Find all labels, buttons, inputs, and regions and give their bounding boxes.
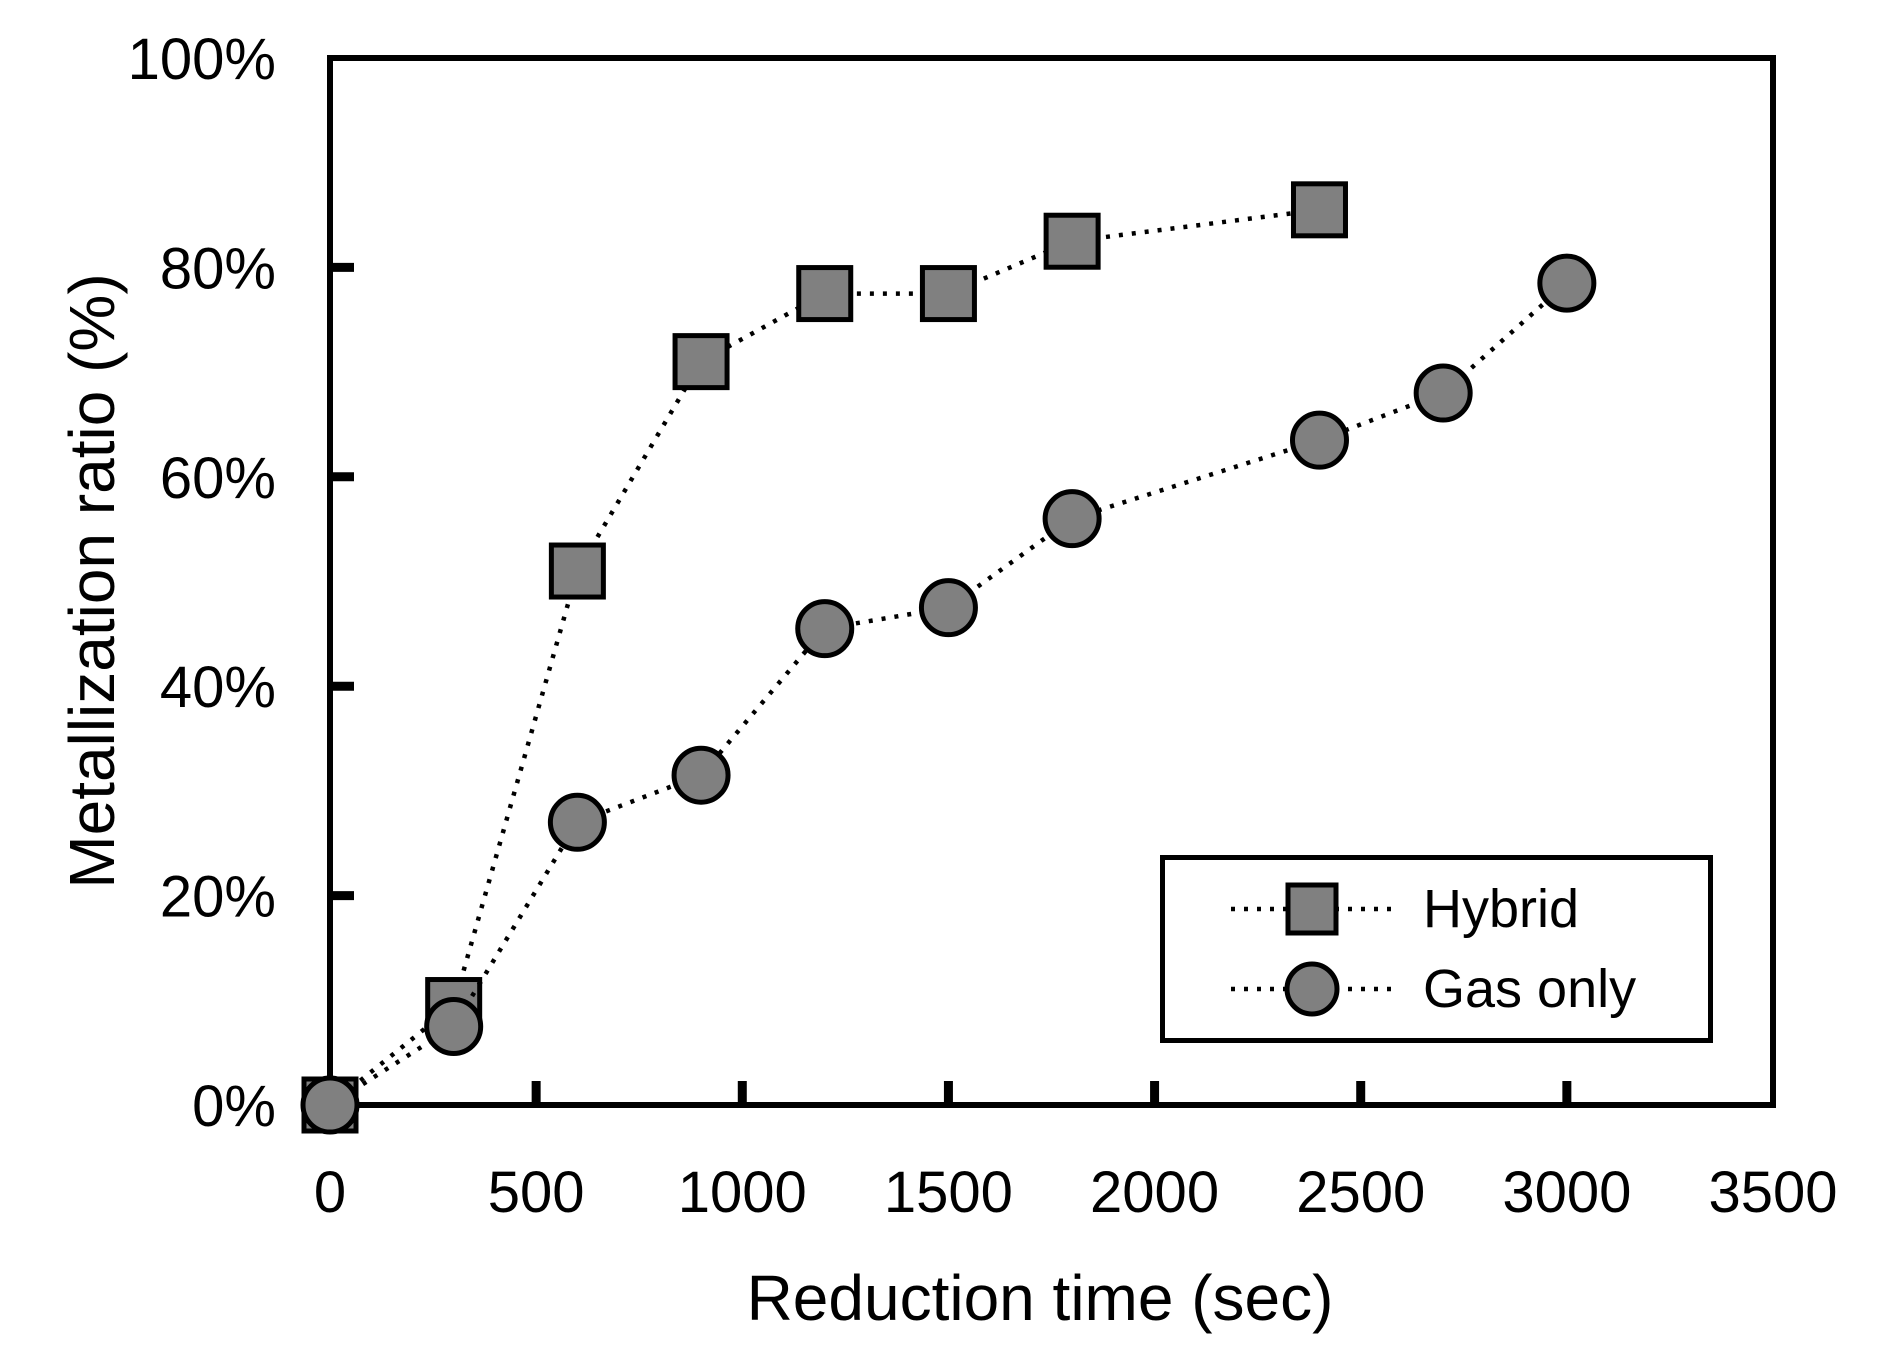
x-tick-label: 2000	[1090, 1160, 1219, 1225]
data-point-circle-gas-only	[795, 599, 855, 659]
y-tick-label: 60%	[160, 446, 276, 511]
legend-item-hybrid: Hybrid	[1227, 877, 1708, 941]
data-point-circle-gas-only	[1413, 363, 1473, 423]
plot-border	[327, 55, 1776, 1108]
y-tick-label: 0%	[192, 1074, 276, 1139]
data-point-square-hybrid	[796, 265, 854, 323]
y-tick-label: 20%	[160, 865, 276, 930]
data-point-square-hybrid	[1043, 212, 1101, 270]
gas-only-circle-marker-icon	[1231, 961, 1393, 1017]
legend-label-hybrid: Hybrid	[1423, 878, 1580, 939]
hybrid-square-marker-icon	[1231, 882, 1393, 936]
data-point-circle-gas-only	[1042, 489, 1102, 549]
x-axis-title: Reduction time (sec)	[746, 1262, 1334, 1334]
data-point-circle-gas-only	[1289, 410, 1349, 470]
legend-circle-marker	[1284, 961, 1340, 1017]
legend-square-marker	[1285, 882, 1339, 936]
data-point-circle-gas-only	[547, 792, 607, 852]
x-tick-label: 1000	[678, 1160, 807, 1225]
data-point-circle-gas-only	[671, 745, 731, 805]
data-point-square-hybrid	[919, 265, 977, 323]
legend-item-gas-only: Gas only	[1227, 957, 1708, 1021]
data-point-circle-gas-only	[1537, 253, 1597, 313]
data-point-square-hybrid	[672, 333, 730, 391]
y-tick-label: 40%	[160, 655, 276, 720]
data-point-circle-gas-only	[300, 1075, 360, 1135]
series-line-hybrid	[328, 207, 1320, 1107]
data-point-square-hybrid	[548, 542, 606, 600]
y-tick-label: 100%	[128, 27, 276, 92]
legend-label-gas-only: Gas only	[1423, 959, 1637, 1020]
data-point-square-hybrid	[1290, 181, 1348, 239]
x-tick-label: 3500	[1708, 1160, 1837, 1225]
y-axis-title: Metallization ratio (%)	[56, 273, 128, 889]
data-point-circle-gas-only	[918, 578, 978, 638]
data-point-circle-gas-only	[424, 996, 484, 1056]
x-tick-label: 2500	[1296, 1160, 1425, 1225]
legend: Hybrid Gas only	[1160, 855, 1713, 1043]
x-tick-label: 1500	[884, 1160, 1013, 1225]
x-tick-label: 3000	[1502, 1160, 1631, 1225]
x-tick-label: 500	[488, 1160, 585, 1225]
y-tick-label: 80%	[160, 236, 276, 301]
x-tick-label: 0	[314, 1160, 346, 1225]
